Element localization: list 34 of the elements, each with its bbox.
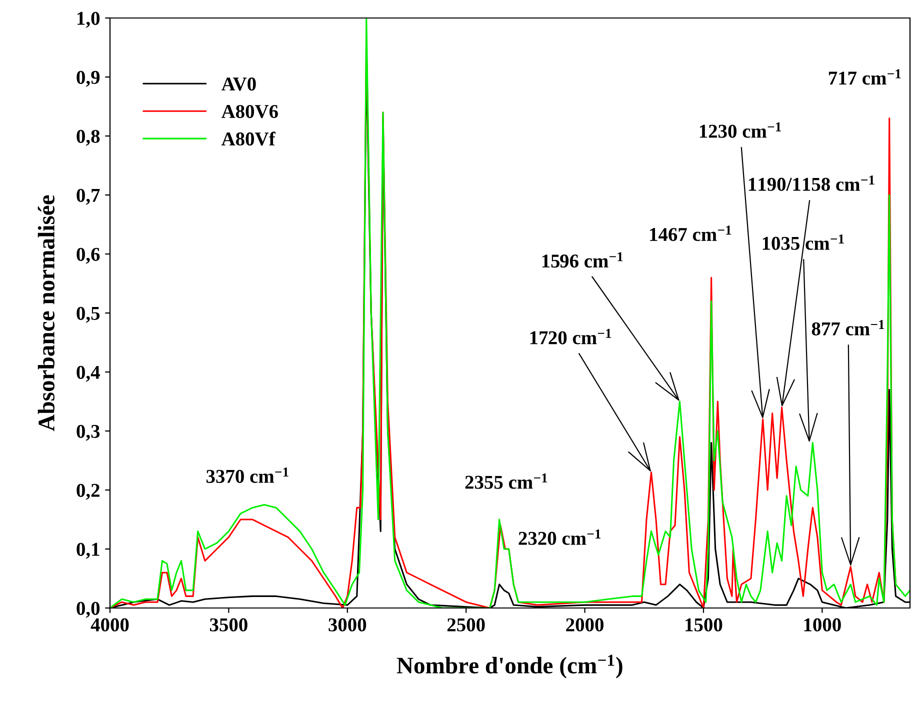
y-tick-label: 0,1 bbox=[76, 542, 100, 559]
x-tick-label: 2000 bbox=[566, 618, 604, 632]
annotation: 1190/1158 cm$^{−1}$ bbox=[748, 176, 874, 191]
legend-label: A80Vf bbox=[221, 132, 276, 146]
x-tick-label: 1000 bbox=[804, 618, 841, 632]
annotation: 1230 cm$^{−1}$ bbox=[700, 122, 781, 138]
annotation: 2320 cm$^{−1}$ bbox=[518, 530, 601, 545]
x-tick-label: 4000 bbox=[90, 618, 129, 632]
annotation: 1467 cm$^{−1}$ bbox=[650, 226, 732, 242]
y-tick-label: 0,5 bbox=[76, 306, 100, 323]
y-tick-label: 0,8 bbox=[76, 130, 100, 146]
annotation: 717 cm$^{−1}$ bbox=[828, 69, 901, 85]
y-tick-label: 0,2 bbox=[76, 484, 100, 500]
x-tick-label: 3000 bbox=[328, 618, 366, 632]
x-tick-label: 3500 bbox=[210, 618, 248, 632]
y-tick-label: 0,7 bbox=[76, 188, 100, 205]
y-tick-label: 0,6 bbox=[76, 248, 100, 264]
annotation: 877 cm$^{−1}$ bbox=[812, 320, 884, 336]
y-axis-title: Absorbance normalisée bbox=[38, 195, 55, 432]
x-tick-label: 2500 bbox=[447, 618, 485, 632]
y-tick-label: 0,4 bbox=[76, 366, 100, 382]
y-tick-label: 0,0 bbox=[76, 602, 100, 618]
annotation: 2355 cm$^{−1}$ bbox=[465, 473, 548, 489]
y-tick-label: 1,0 bbox=[78, 12, 100, 28]
x-tick-label: 1500 bbox=[686, 618, 722, 632]
legend-label: AV0 bbox=[221, 77, 256, 91]
y-tick-label: 0,9 bbox=[76, 70, 100, 87]
y-tick-label: 0,3 bbox=[76, 424, 100, 441]
annotation: 1596 cm$^{−1}$ bbox=[542, 252, 623, 268]
legend-label: A80V6 bbox=[221, 104, 278, 118]
annotation: 1035 cm$^{−1}$ bbox=[762, 234, 844, 250]
annotation: 1720 cm$^{−1}$ bbox=[530, 328, 612, 344]
x-axis-title: Nombre d'onde (cm$^{−1}$) bbox=[396, 654, 622, 678]
annotation: 3370 cm$^{−1}$ bbox=[206, 468, 288, 483]
